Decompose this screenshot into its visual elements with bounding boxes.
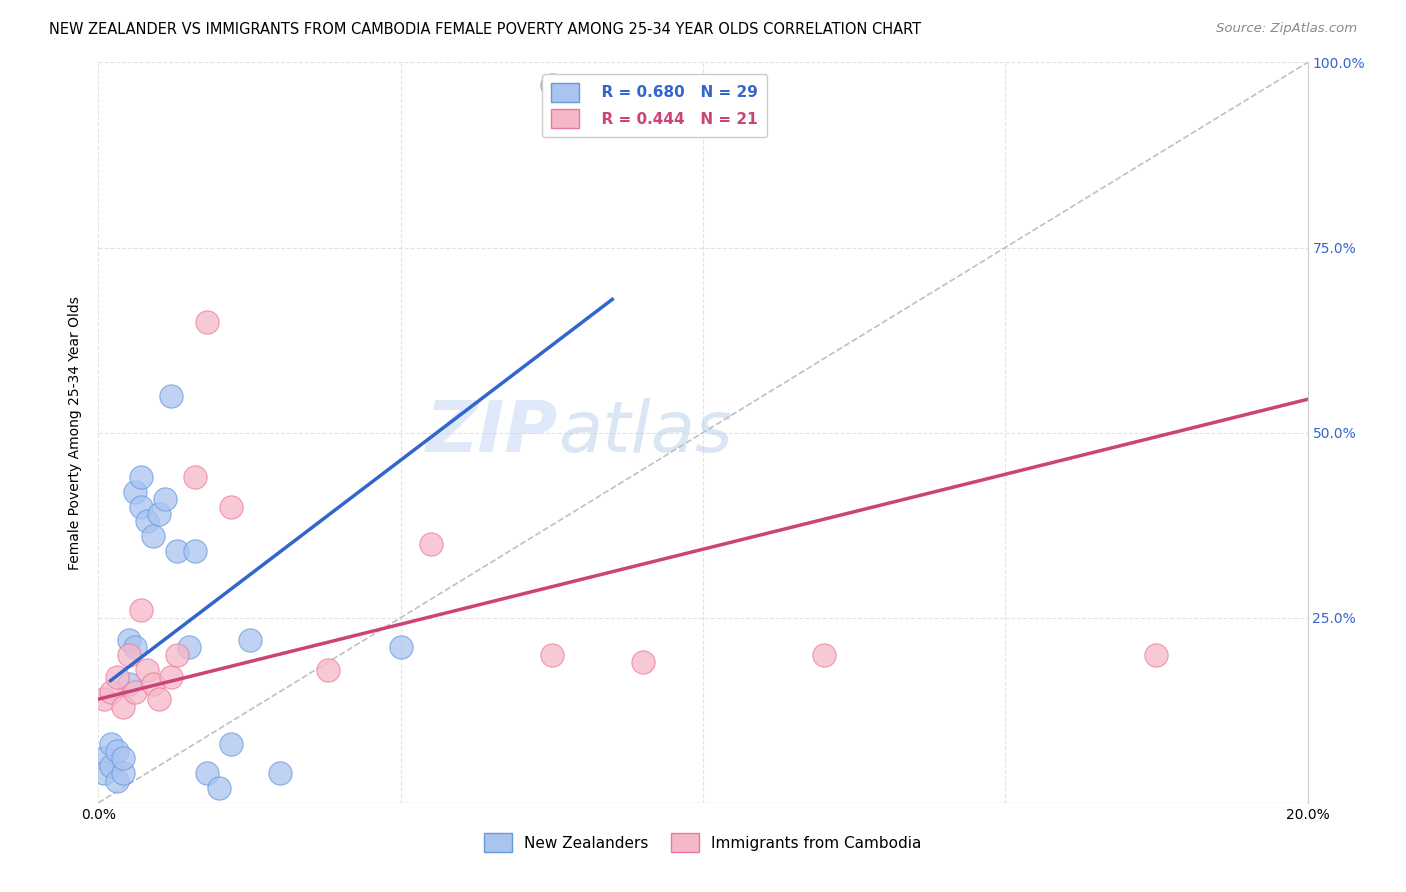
Point [142,677,165,691]
Point [111,751,134,765]
Point [184,544,207,558]
Point [540,648,562,662]
Point [129,470,152,484]
Point [813,648,835,662]
Text: atlas: atlas [558,398,733,467]
Point [129,500,152,514]
Point [111,699,134,714]
Point [389,640,412,655]
Point [124,685,146,699]
Point [118,677,141,691]
Point [316,663,339,677]
Point [105,744,128,758]
Point [195,766,218,780]
Point [208,780,231,795]
Point [100,737,122,751]
Point [100,758,122,772]
Point [153,492,176,507]
Point [221,500,243,514]
Legend: New Zealanders, Immigrants from Cambodia: New Zealanders, Immigrants from Cambodia [478,827,928,858]
Point [269,766,291,780]
Point [221,737,243,751]
Point [100,685,122,699]
Point [540,78,562,92]
Point [420,536,443,550]
Point [118,648,141,662]
Point [160,670,183,684]
Point [166,648,188,662]
Point [105,670,128,684]
Y-axis label: Female Poverty Among 25-34 Year Olds: Female Poverty Among 25-34 Year Olds [69,295,83,570]
Point [93,766,115,780]
Point [239,632,262,647]
Point [179,640,201,655]
Point [135,663,157,677]
Point [148,692,170,706]
Point [124,640,146,655]
Point [148,507,170,521]
Point [118,632,141,647]
Point [142,529,165,543]
Point [166,544,188,558]
Point [1144,648,1167,662]
Text: Source: ZipAtlas.com: Source: ZipAtlas.com [1216,22,1357,36]
Point [631,655,654,669]
Point [135,515,157,529]
Point [160,388,183,402]
Point [111,766,134,780]
Point [124,484,146,499]
Point [195,314,218,328]
Point [184,470,207,484]
Point [93,692,115,706]
Point [93,751,115,765]
Text: NEW ZEALANDER VS IMMIGRANTS FROM CAMBODIA FEMALE POVERTY AMONG 25-34 YEAR OLDS C: NEW ZEALANDER VS IMMIGRANTS FROM CAMBODI… [49,22,921,37]
Point [129,603,152,617]
Text: ZIP: ZIP [426,398,558,467]
Point [105,773,128,788]
